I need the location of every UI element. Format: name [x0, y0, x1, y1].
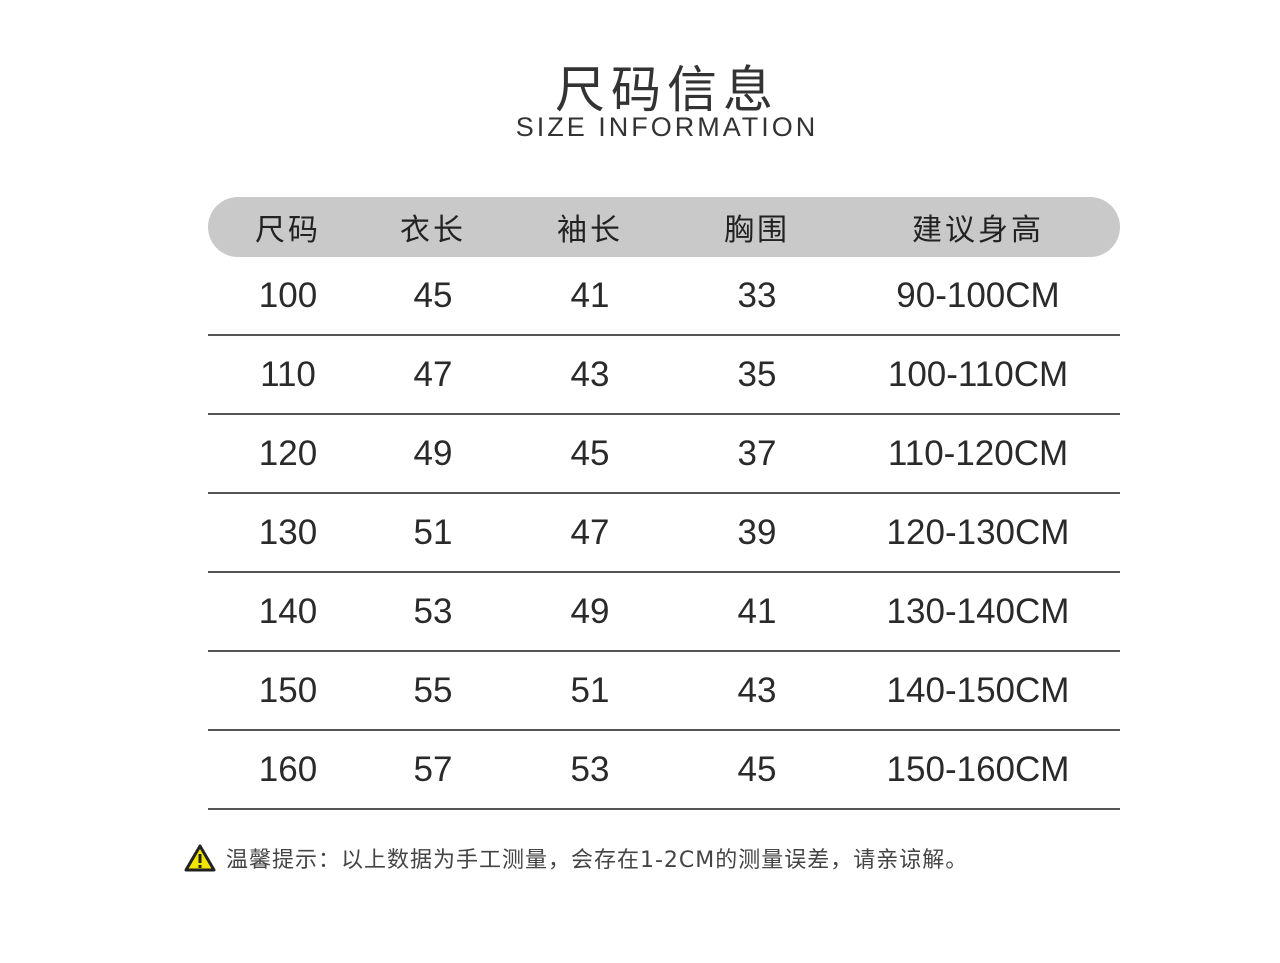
size-table: 尺码 衣长 袖长 胸围 建议身高 100 45 41 33 90-100CM 110 47 43 35 1…	[208, 197, 1120, 810]
table-cell: 57	[413, 749, 453, 789]
measurement-note: 温馨提示：以上数据为手工测量，会存在1-2CM的测量误差，请亲谅解。	[184, 842, 968, 874]
table-cell: 150-160CM	[886, 749, 1070, 789]
table-row: 100 45 41 33 90-100CM	[208, 257, 1120, 336]
table-cell: 110-120CM	[887, 433, 1069, 473]
table-row: 120 49 45 37 110-120CM	[208, 415, 1120, 494]
table-cell: 130	[258, 512, 318, 552]
table-cell: 49	[413, 433, 453, 473]
table-cell: 39	[737, 512, 777, 552]
table-cell: 43	[737, 670, 777, 710]
page-subtitle: SIZE INFORMATION	[515, 112, 819, 142]
table-cell: 140	[258, 591, 318, 631]
table-row: 150 55 51 43 140-150CM	[208, 652, 1120, 731]
table-cell: 100-110CM	[887, 354, 1069, 394]
table-cell: 140-150CM	[886, 670, 1070, 710]
table-cell: 49	[570, 591, 610, 631]
table-cell: 150	[258, 670, 318, 710]
warning-icon	[184, 844, 216, 872]
table-cell: 130-140CM	[886, 591, 1070, 631]
table-cell: 47	[570, 512, 610, 552]
table-row: 160 57 53 45 150-160CM	[208, 731, 1120, 810]
table-cell: 45	[737, 749, 777, 789]
table-row: 140 53 49 41 130-140CM	[208, 573, 1120, 652]
column-header: 尺码	[255, 213, 321, 248]
table-cell: 53	[413, 591, 453, 631]
table-row: 130 51 47 39 120-130CM	[208, 494, 1120, 573]
column-header: 袖长	[557, 213, 623, 248]
table-cell: 120-130CM	[886, 512, 1070, 552]
table-cell: 120	[258, 433, 318, 473]
column-header: 建议身高	[912, 213, 1044, 248]
table-cell: 47	[413, 354, 453, 394]
table-cell: 45	[570, 433, 610, 473]
table-cell: 35	[737, 354, 777, 394]
table-cell: 53	[570, 749, 610, 789]
table-body: 100 45 41 33 90-100CM 110 47 43 35 100-110CM 120 49…	[208, 257, 1120, 810]
table-cell: 160	[258, 749, 318, 789]
table-cell: 110	[260, 354, 316, 394]
column-header: 胸围	[724, 213, 790, 248]
page-title: 尺码信息	[555, 61, 779, 119]
column-header: 衣长	[400, 213, 466, 248]
table-cell: 45	[413, 275, 453, 315]
table-cell: 41	[737, 591, 777, 631]
table-cell: 51	[570, 670, 610, 710]
table-cell: 51	[413, 512, 453, 552]
table-cell: 43	[570, 354, 610, 394]
table-cell: 55	[413, 670, 453, 710]
table-row: 110 47 43 35 100-110CM	[208, 336, 1120, 415]
table-cell: 41	[570, 275, 610, 315]
table-cell: 37	[737, 433, 777, 473]
table-header: 尺码 衣长 袖长 胸围 建议身高	[208, 197, 1120, 257]
table-cell: 90-100CM	[896, 275, 1060, 315]
table-cell: 33	[737, 275, 777, 315]
note-text: 温馨提示：以上数据为手工测量，会存在1-2CM的测量误差，请亲谅解。	[226, 848, 969, 873]
table-cell: 100	[258, 275, 318, 315]
